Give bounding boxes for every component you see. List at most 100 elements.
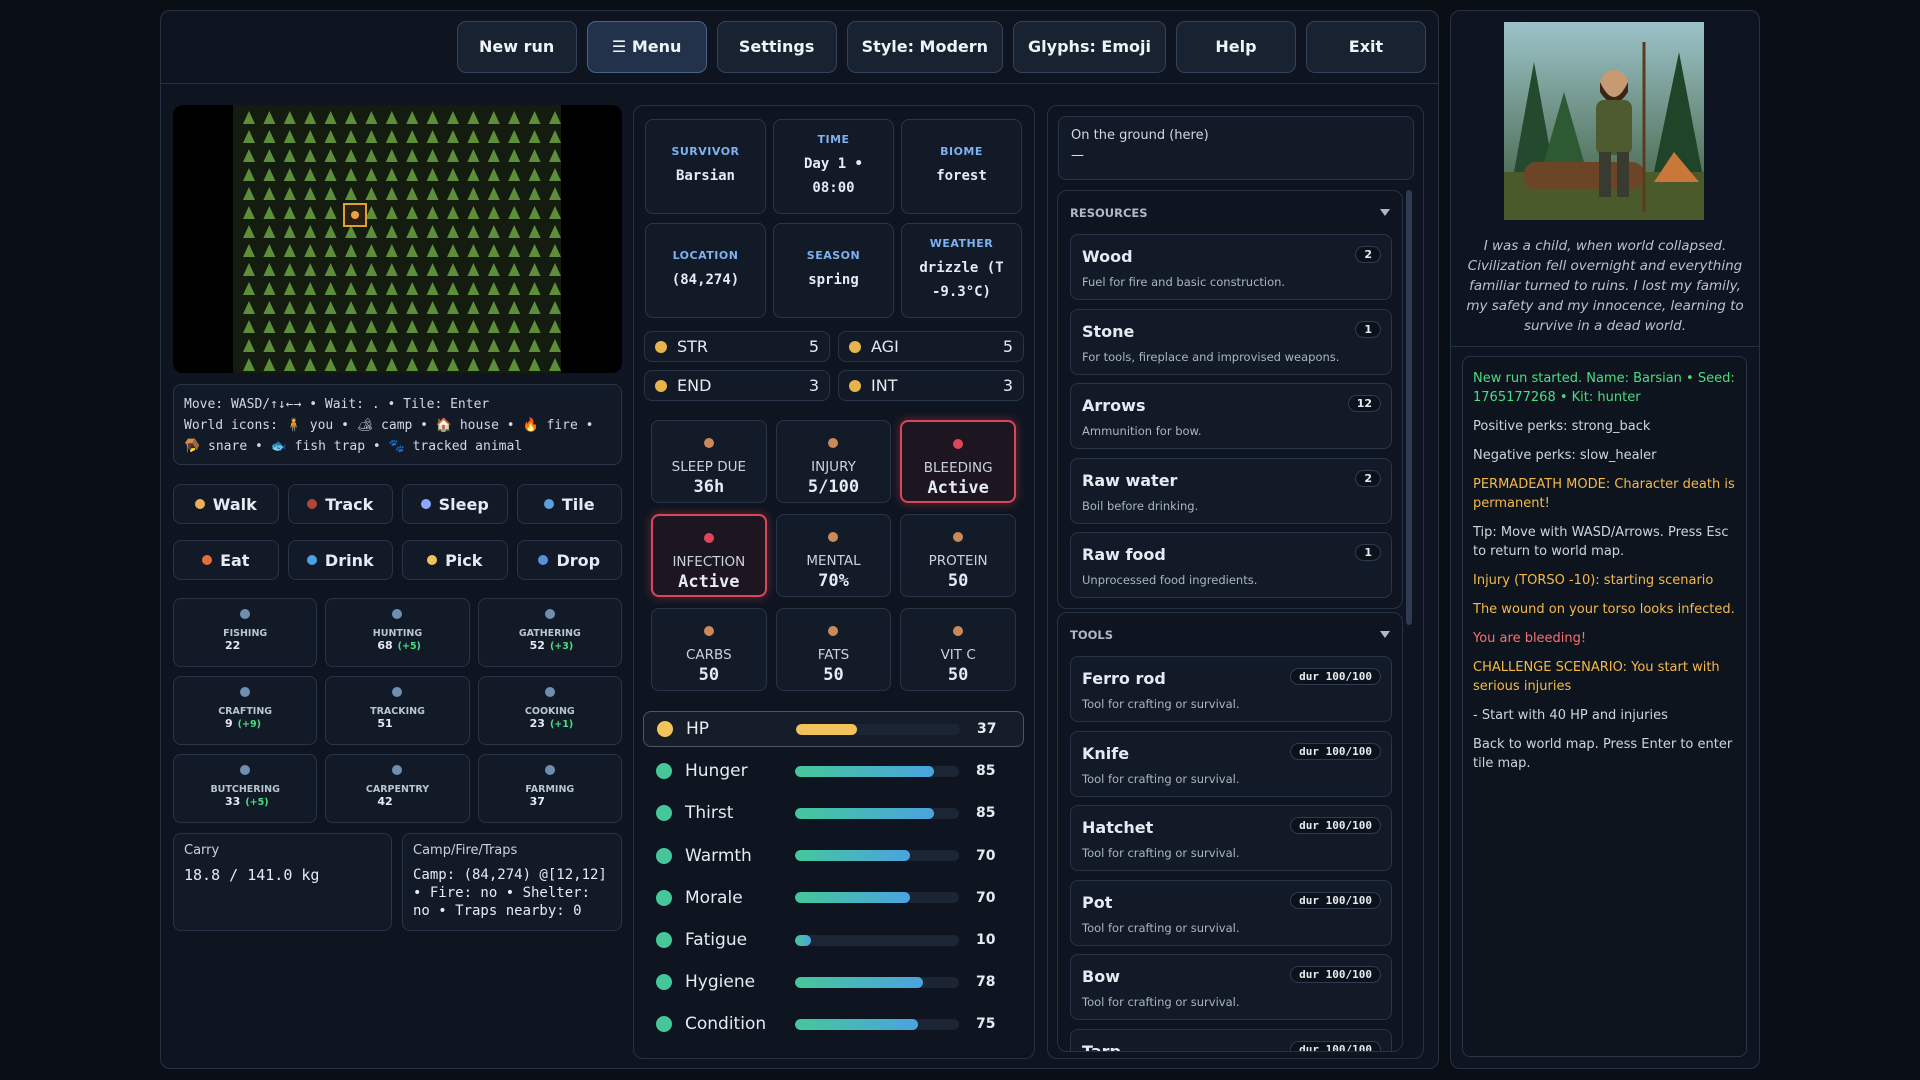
camp-box: Camp/Fire/Traps Camp: (84,274) @[12,12] … [402, 833, 622, 931]
collapse-toggle [1380, 631, 1390, 638]
map-tile [549, 168, 561, 181]
action-button[interactable]: Drink [287, 540, 393, 580]
toolbar-button[interactable]: ☰ Menu [586, 20, 707, 73]
inventory-item[interactable]: Wood Fuel for fire and basic construction… [1070, 234, 1392, 300]
toolbar-button[interactable]: Style: Modern [846, 20, 1004, 73]
inventory-item[interactable]: Knife Tool for crafting or survival. dur 1… [1070, 730, 1392, 797]
attribute: END 3 [644, 370, 830, 401]
item-count: 2 [1355, 469, 1381, 487]
meter-fill [795, 807, 935, 819]
action-button[interactable]: Walk [173, 484, 279, 524]
action-label: Pick [445, 550, 483, 570]
meter-label: Morale [685, 887, 743, 908]
action-button[interactable]: Eat [173, 540, 279, 580]
map-tile [406, 225, 419, 238]
resources-section: RESOURCES Wood Fuel for fire and basic con… [1057, 190, 1403, 609]
map-tile [447, 263, 459, 276]
inventory-item[interactable]: TarpTool for crafting or survival.dur 10… [1070, 1028, 1392, 1051]
attribute-icon [655, 379, 667, 392]
skill-level-row: 9 (+9) [174, 717, 316, 730]
map-tile [426, 187, 439, 200]
inventory-item[interactable]: Arrows Ammunition for bow. 12 [1070, 383, 1392, 449]
action-button[interactable]: Sleep [402, 484, 508, 524]
info-value: forest [936, 168, 987, 184]
inventory-item[interactable]: Raw food Unprocessed food ingredients. 1 [1070, 532, 1392, 598]
map-tile [549, 187, 561, 200]
inventory-item[interactable]: Pot Tool for crafting or survival. dur 100… [1070, 879, 1392, 946]
map-tile [263, 168, 276, 181]
map-tile [324, 149, 337, 162]
attribute-icon [849, 340, 861, 353]
action-button[interactable]: Pick [402, 540, 508, 580]
map-tile [467, 149, 480, 162]
item-durability: dur 100/100 [1290, 668, 1381, 685]
map-tile [528, 225, 541, 238]
toolbar: New run ☰ Menu Settings Style: Modern Glyphs… [160, 10, 1439, 84]
section-header[interactable]: RESOURCES [1058, 191, 1402, 234]
map-tile [549, 320, 561, 333]
inventory-item[interactable]: Bow Tool for crafting or survival. dur 100… [1070, 954, 1392, 1020]
item-name: Arrows [1082, 396, 1146, 415]
map-tile [508, 206, 521, 219]
map-tile [365, 244, 378, 257]
inventory-item[interactable]: Raw water Boil before drinking. 2 [1070, 457, 1392, 524]
item-durability: dur 100/100 [1290, 1040, 1381, 1051]
map-tile [426, 282, 439, 295]
item-desc: Boil before drinking. [1082, 498, 1199, 513]
camp-value: Camp: (84,274) @[12,12] • Fire: no • She… [413, 867, 607, 919]
map-tile [467, 301, 480, 314]
status-tile: BLEEDING Active [900, 420, 1016, 503]
toolbar-button[interactable]: Help [1176, 20, 1296, 73]
item-desc: Tool for crafting or survival. [1082, 771, 1240, 786]
map-tile [385, 206, 398, 219]
map-tile [243, 358, 255, 371]
map-tile [528, 149, 541, 162]
map-tile [283, 358, 296, 371]
action-icon [420, 499, 431, 509]
inventory-item[interactable]: Stone For tools, fireplace and improvised… [1070, 308, 1392, 375]
info-card: SURVIVOR Barsian [645, 119, 766, 214]
info-label: TIME [817, 133, 850, 146]
skill-level: 68 [377, 639, 393, 652]
action-label: Drink [324, 550, 374, 570]
map-tile [345, 149, 357, 162]
map-tile [304, 187, 317, 200]
map-tile [487, 320, 500, 333]
map-tile [467, 206, 480, 219]
toolbar-button[interactable]: New run [456, 20, 577, 73]
map-tile [447, 225, 459, 238]
skill-bonus: (+5) [245, 797, 269, 808]
tile-icon [953, 532, 964, 542]
meter-icon [656, 847, 672, 864]
meter-value: 70 [976, 847, 996, 864]
info-value: Day 1 • 08:00 [803, 156, 863, 196]
skill-card: TRACKING 51 [325, 676, 470, 745]
info-card: LOCATION (84,274) [645, 223, 766, 318]
map-tile [283, 206, 296, 219]
skill-icon [544, 687, 555, 697]
meter-label: Warmth [685, 845, 752, 866]
map-tile [345, 168, 357, 181]
action-button[interactable]: Track [287, 484, 393, 524]
map-tile [345, 130, 357, 143]
inventory-item[interactable]: Ferro rod Tool for crafting or survival. d… [1070, 656, 1392, 722]
map-tile [304, 225, 317, 238]
toolbar-button[interactable]: Settings [716, 20, 837, 73]
map-tile [324, 263, 337, 276]
item-desc: Tool for crafting or survival. [1082, 920, 1240, 935]
action-icon [202, 555, 213, 565]
toolbar-button[interactable]: Glyphs: Emoji [1013, 20, 1166, 73]
map-tile [324, 225, 337, 238]
skill-level: 9 [225, 717, 233, 730]
action-button[interactable]: Tile [516, 484, 622, 524]
skill-name: FARMING [525, 784, 575, 795]
map-tile [487, 187, 500, 200]
map-tile [487, 282, 500, 295]
section-header[interactable]: TOOLS [1058, 613, 1402, 656]
attribute-value: 5 [1002, 337, 1013, 356]
toolbar-button[interactable]: Exit [1306, 20, 1426, 73]
inventory-item[interactable]: Hatchet Tool for crafting or survival. dur… [1070, 805, 1392, 871]
action-button[interactable]: Drop [516, 540, 622, 580]
log-entry: Injury (TORSO -10): starting scenario [1473, 573, 1714, 588]
scrollbar[interactable] [1406, 190, 1412, 625]
